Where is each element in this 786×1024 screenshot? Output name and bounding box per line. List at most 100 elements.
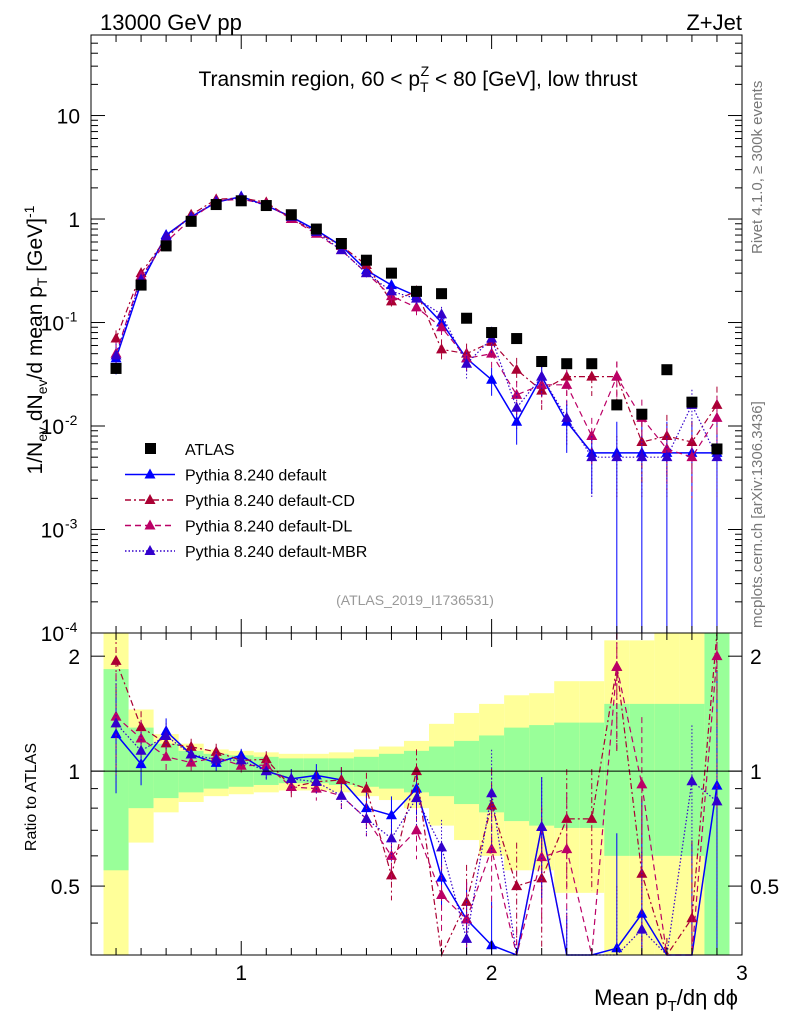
y-tick-label: 10: [57, 106, 80, 129]
atlas-point: [135, 279, 147, 291]
series-marker: [511, 401, 523, 412]
series-ratio-marker: [160, 737, 172, 748]
series-ratio-marker: [185, 740, 197, 751]
legend-label: Pythia 8.240 default: [185, 468, 327, 485]
series-marker: [436, 308, 448, 319]
series-marker: [536, 384, 548, 395]
y-tick-exponent: -1: [65, 309, 78, 325]
atlas-point: [360, 254, 372, 266]
atlas-point: [335, 238, 347, 250]
series-marker: [711, 451, 723, 462]
atlas-point: [711, 443, 723, 455]
atlas-point: [285, 209, 297, 221]
band-inner: [353, 756, 379, 787]
energy-label: 13000 GeV pp: [100, 10, 242, 35]
band-inner: [604, 703, 630, 856]
series-ratio-marker: [135, 732, 147, 743]
series-line: [115, 197, 718, 458]
site-label: mcplots.cern.ch [arXiv:1306.3436]: [749, 401, 766, 628]
atlas-point: [561, 358, 573, 370]
series-ratio-marker: [260, 765, 272, 776]
series-ratio-marker: [385, 849, 397, 860]
series-marker: [160, 230, 172, 241]
atlas-point: [686, 396, 698, 408]
legend-label: Pythia 8.240 default-DL: [185, 519, 352, 536]
legend-entry-0: Pythia 8.240 default: [125, 468, 327, 485]
ratio-y-axis-label: Ratio to ATLAS: [23, 743, 40, 851]
band-inner: [454, 740, 480, 805]
atlas-point: [461, 312, 473, 324]
x-tick-label: 2: [486, 962, 498, 985]
y-tick-exponent: -3: [65, 516, 78, 532]
atlas-point: [260, 200, 272, 212]
legend-entry-3: Pythia 8.240 default-MBR: [125, 544, 367, 561]
series-ratio-marker: [210, 753, 222, 764]
legend-label: ATLAS: [185, 442, 235, 459]
series-marker: [561, 378, 573, 389]
series-marker: [511, 363, 523, 374]
series-marker: [436, 321, 448, 332]
y-tick-label: 10: [41, 313, 64, 336]
series-ratio-marker: [711, 795, 723, 806]
series-ratio-marker: [285, 772, 297, 783]
series-ratio-marker: [185, 748, 197, 759]
series-ratio-marker: [110, 654, 122, 665]
atlas-point: [436, 288, 448, 300]
atlas-point: [536, 356, 548, 368]
series-line: [115, 195, 717, 454]
x-tick-label: 3: [736, 962, 748, 985]
legend-marker: [144, 494, 156, 504]
atlas-point: [511, 333, 523, 345]
series-marker: [636, 451, 648, 462]
series-ratio-marker: [611, 660, 623, 671]
atlas-point: [586, 358, 598, 370]
series-ratio-marker: [310, 782, 322, 793]
legend-marker: [144, 545, 156, 555]
series-ratio-marker: [310, 775, 322, 786]
atlas-point: [611, 399, 623, 411]
series-marker: [360, 267, 372, 278]
y-tick-exponent: -2: [65, 412, 78, 428]
legend: ATLAS Pythia 8.240 default Pythia 8.240 de…: [125, 442, 367, 561]
atlas-point: [185, 215, 197, 227]
legend-marker: [144, 519, 156, 530]
ratio-tick-label: 0.5: [51, 876, 80, 899]
series-ratio-marker: [285, 780, 297, 791]
atlas-point: [385, 267, 397, 279]
atlas-point: [210, 199, 222, 211]
atlas-point: [661, 364, 673, 376]
legend-label: Pythia 8.240 default-MBR: [185, 544, 367, 561]
ratio-tick-label-right: 1: [750, 761, 762, 784]
atlas-data-points: [110, 195, 723, 455]
series-marker: [686, 451, 698, 462]
legend-entry-1: Pythia 8.240 default-CD: [125, 493, 355, 510]
ratio-tick-label: 2: [68, 646, 80, 669]
x-tick-label: 1: [235, 962, 247, 985]
series-ratio-marker: [160, 750, 172, 761]
series-marker: [411, 301, 422, 312]
y-tick-label: 10: [41, 520, 64, 543]
y-axis-label: 1/Nev dNev/d mean pT [GeV]-1: [21, 205, 50, 474]
band-inner: [504, 727, 530, 822]
series-marker: [711, 411, 723, 422]
series-ratio-marker: [385, 832, 397, 843]
y-tick-label: 10: [41, 623, 64, 646]
y-tick-exponent: -4: [65, 619, 78, 635]
y-tick-label: 1: [68, 209, 80, 232]
ratio-tick-label-right: 0.5: [750, 876, 779, 899]
legend-marker-atlas: [145, 443, 156, 454]
legend-marker: [144, 468, 156, 479]
band-inner: [579, 722, 605, 828]
series-marker: [611, 451, 623, 462]
series-ratio-marker: [360, 782, 372, 793]
y-tick-label: 10: [41, 416, 64, 439]
band-inner: [554, 722, 580, 828]
x-axis-label: Mean pT/dη dϕ: [594, 985, 738, 1015]
legend-label: Pythia 8.240 default-CD: [185, 493, 355, 510]
rivet-label: Rivet 4.1.0, ≥ 300k events: [749, 81, 766, 254]
ratio-tick-label: 1: [68, 761, 80, 784]
band-inner: [654, 703, 680, 856]
series-line: [115, 198, 718, 458]
